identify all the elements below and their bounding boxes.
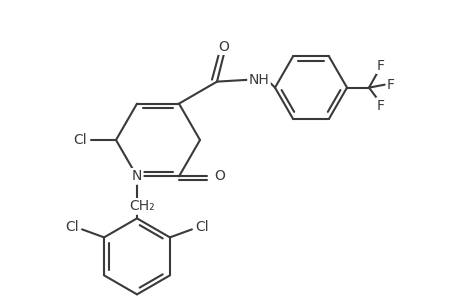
Text: NH: NH [248,73,269,87]
Text: Cl: Cl [195,220,208,234]
Text: Cl: Cl [65,220,79,234]
Text: O: O [218,40,229,54]
Text: F: F [376,58,384,73]
Text: CH₂: CH₂ [129,200,155,213]
Text: F: F [386,78,394,92]
Text: F: F [376,99,384,112]
Text: Cl: Cl [73,133,87,147]
Text: N: N [132,169,142,183]
Text: O: O [213,169,224,183]
